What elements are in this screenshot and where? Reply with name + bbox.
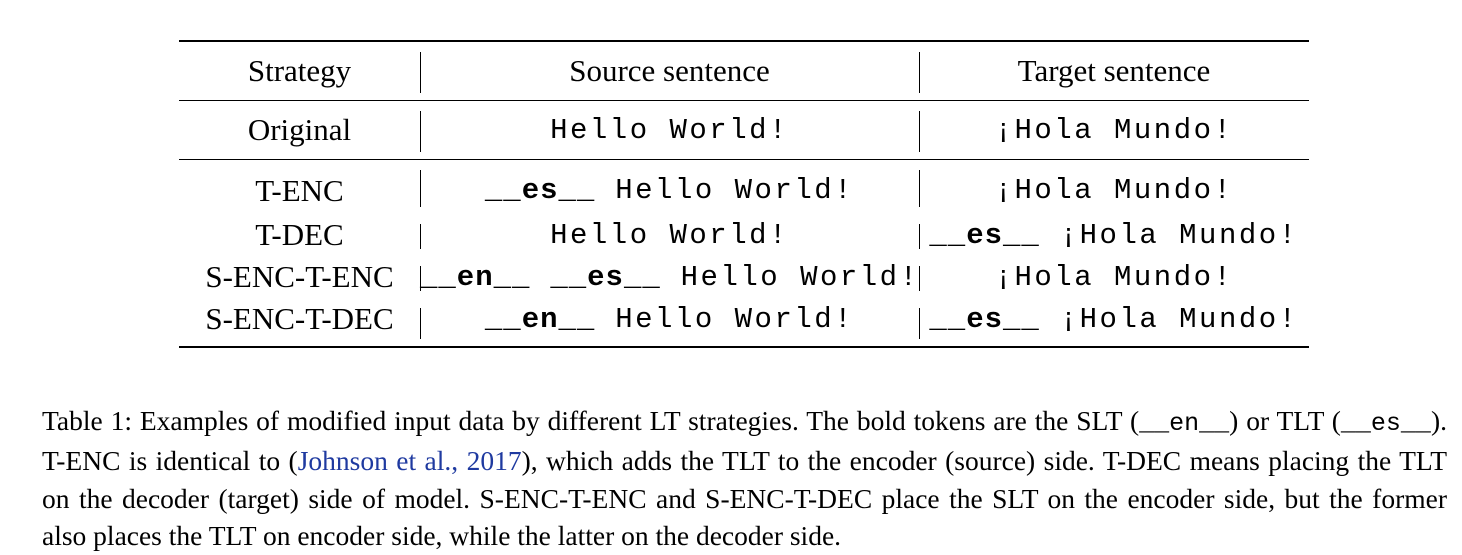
language-token: __es__: [484, 174, 596, 207]
language-token: __en__: [484, 302, 596, 336]
source-sentence-cell: __es__ Hello World!: [420, 160, 919, 215]
table-row: S-ENC-T-ENC __en__ __es__ Hello World! ¡Ho…: [179, 256, 1309, 298]
table-row: Original Hello World! ¡Hola Mundo!: [179, 101, 1309, 160]
source-sentence-text: Hello World!: [615, 174, 855, 207]
citation-year: 2017: [466, 445, 522, 476]
source-sentence-text: Hello World!: [680, 260, 920, 294]
citation-authors: Johnson et al.: [297, 445, 452, 476]
table-container: Strategy Source sentence Target sentence…: [179, 40, 1309, 348]
header-source-sentence: Source sentence: [420, 41, 919, 101]
language-token: __es__: [929, 218, 1040, 252]
caption-text-3: ). T-ENC is identical to (: [42, 404, 1447, 477]
source-sentence-cell: Hello World!: [420, 101, 919, 160]
target-sentence-cell: __es__ ¡Hola Mundo!: [919, 214, 1309, 256]
table-row: T-ENC __es__ Hello World! ¡Hola Mundo!: [179, 160, 1309, 215]
target-sentence-text: ¡Hola Mundo!: [994, 260, 1234, 294]
header-target-sentence: Target sentence: [919, 41, 1309, 101]
strategy-cell: S-ENC-T-DEC: [205, 301, 394, 336]
language-token: __es__: [929, 302, 1040, 336]
target-sentence-text: ¡Hola Mundo!: [994, 174, 1234, 207]
caption-tlt-token: __es__: [1340, 408, 1431, 438]
table-row: S-ENC-T-DEC __en__ Hello World! __es__ ¡Ho…: [179, 298, 1309, 347]
strategy-cell: S-ENC-T-ENC: [205, 259, 394, 294]
caption-slt-token: __en__: [1139, 408, 1230, 438]
strategy-cell: Original: [247, 112, 352, 147]
source-sentence-cell: __en__ __es__ Hello World!: [420, 256, 919, 298]
lt-strategies-table: Strategy Source sentence Target sentence…: [179, 40, 1309, 348]
caption-text-2: ) or TLT (: [1229, 404, 1341, 436]
strategy-cell: T-DEC: [255, 217, 344, 252]
target-sentence-cell: __es__ ¡Hola Mundo!: [919, 298, 1309, 347]
target-sentence-text: ¡Hola Mundo!: [1059, 302, 1299, 336]
source-sentence-text: Hello World!: [550, 113, 789, 147]
source-sentence-cell: __en__ Hello World!: [420, 298, 919, 347]
table-row: T-DEC Hello World! __es__ ¡Hola Mundo!: [179, 214, 1309, 256]
target-sentence-cell: ¡Hola Mundo!: [919, 101, 1309, 160]
caption-text-1: Table 1: Examples of modified input data…: [42, 404, 1140, 436]
language-token: __es__: [550, 260, 661, 294]
header-strategy: Strategy: [247, 53, 352, 88]
table-header-row: Strategy Source sentence Target sentence: [179, 41, 1309, 101]
citation-separator: ,: [451, 445, 467, 476]
source-sentence-text: Hello World!: [550, 218, 789, 252]
source-sentence-cell: Hello World!: [420, 214, 919, 256]
table-caption: Table 1: Examples of modified input data…: [42, 402, 1447, 555]
target-sentence-text: ¡Hola Mundo!: [1059, 218, 1299, 252]
source-sentence-text: Hello World!: [615, 302, 855, 336]
target-sentence-text: ¡Hola Mundo!: [994, 113, 1234, 147]
citation-link[interactable]: Johnson et al., 2017: [298, 445, 522, 476]
table-body: Original Hello World! ¡Hola Mundo! T-ENC __e…: [179, 101, 1309, 347]
language-token: __en__: [420, 260, 531, 294]
target-sentence-cell: ¡Hola Mundo!: [919, 256, 1309, 298]
target-sentence-cell: ¡Hola Mundo!: [919, 160, 1309, 215]
strategy-cell: T-ENC: [255, 172, 344, 208]
